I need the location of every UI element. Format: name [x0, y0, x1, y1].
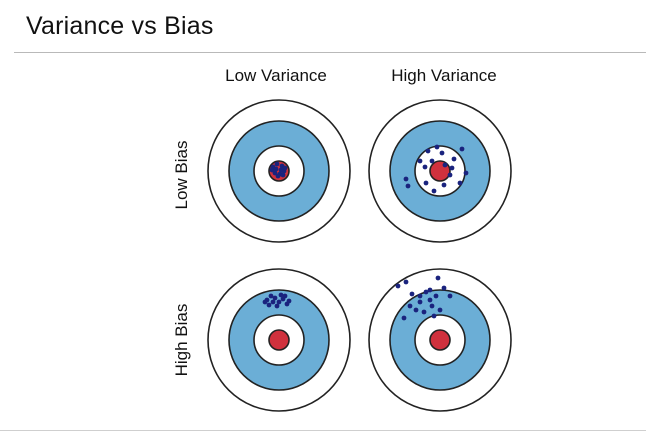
shot-dot — [451, 156, 457, 162]
shot-dot — [441, 285, 447, 291]
bottom-divider — [0, 430, 646, 431]
shot-dot — [262, 299, 268, 305]
target-low-bias-high-variance — [368, 99, 512, 243]
shot-dot — [269, 167, 275, 173]
shot-dot — [427, 287, 433, 293]
shot-dot — [425, 148, 431, 154]
shot-dot — [457, 180, 463, 186]
shot-dot — [429, 303, 435, 309]
shot-dot — [409, 291, 415, 297]
shot-dot — [441, 182, 447, 188]
shot-dot — [434, 144, 440, 150]
shot-dot — [276, 299, 282, 305]
title-divider — [14, 52, 646, 53]
column-label-low-variance: Low Variance — [225, 66, 327, 85]
shot-dot — [427, 297, 433, 303]
shot-dot — [431, 313, 437, 319]
shot-dot — [278, 292, 284, 298]
shot-dot — [274, 161, 280, 167]
shot-dot — [437, 307, 443, 313]
shot-dot — [449, 165, 455, 171]
target-low-bias-low-variance — [207, 99, 351, 243]
shot-dot — [280, 172, 286, 178]
shot-dot — [275, 173, 281, 179]
shot-dot — [266, 302, 272, 308]
shot-dot — [403, 279, 409, 285]
bullseye — [268, 329, 290, 351]
shot-dot — [268, 293, 274, 299]
shot-dot — [423, 180, 429, 186]
shot-dot — [395, 283, 401, 289]
shot-dot — [272, 170, 278, 176]
shot-dot — [422, 164, 428, 170]
target-high-bias-high-variance — [368, 268, 512, 412]
shot-dot — [278, 167, 284, 173]
shot-dot — [282, 165, 288, 171]
shot-dot — [463, 170, 469, 176]
shot-dot — [282, 293, 288, 299]
bullseye — [429, 329, 451, 351]
shot-dot — [401, 315, 407, 321]
shot-dot — [413, 307, 419, 313]
shot-dot — [429, 158, 435, 164]
shot-dot — [286, 298, 292, 304]
page-title: Variance vs Bias — [26, 12, 214, 40]
shot-dot — [439, 150, 445, 156]
shot-dot — [435, 275, 441, 281]
shot-dot — [270, 299, 276, 305]
shot-dot — [423, 289, 429, 295]
target-high-bias-low-variance — [207, 268, 351, 412]
shot-dot — [447, 172, 453, 178]
shot-dot — [272, 295, 278, 301]
shot-dot — [431, 188, 437, 194]
shot-dot — [433, 293, 439, 299]
shot-dot — [447, 293, 453, 299]
shot-dot — [417, 293, 423, 299]
shot-dot — [274, 303, 280, 309]
shot-dot — [403, 176, 409, 182]
shot-dot — [421, 309, 427, 315]
shot-dot — [273, 166, 279, 172]
shot-dot — [417, 299, 423, 305]
shot-dot — [417, 158, 423, 164]
shot-dot — [442, 162, 448, 168]
column-label-high-variance: High Variance — [391, 66, 497, 85]
shot-dot — [407, 303, 413, 309]
shot-dot — [459, 146, 465, 152]
shot-dot — [405, 183, 411, 189]
